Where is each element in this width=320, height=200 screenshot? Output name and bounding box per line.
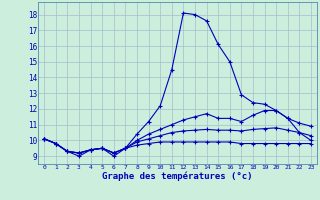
X-axis label: Graphe des températures (°c): Graphe des températures (°c) xyxy=(102,172,253,181)
